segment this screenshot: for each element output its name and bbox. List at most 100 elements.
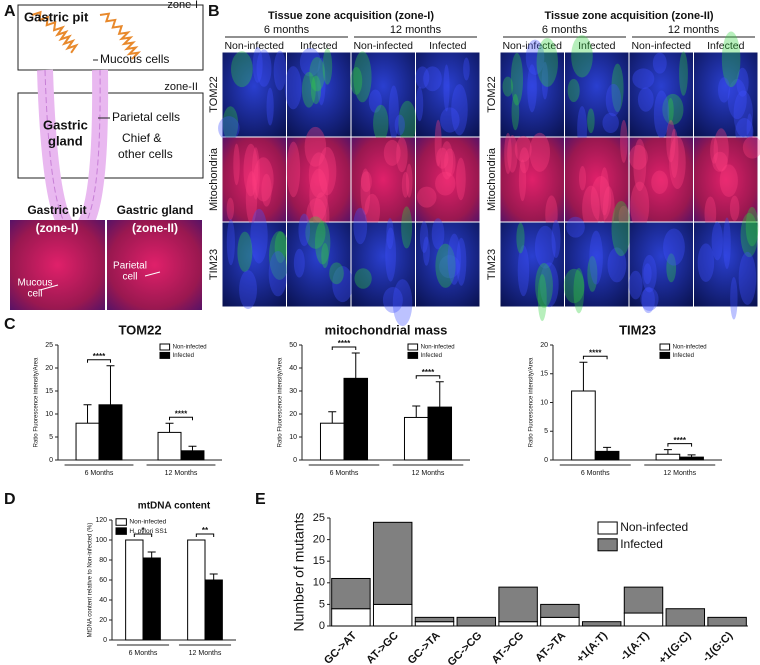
tissue-texture <box>667 97 674 123</box>
y-tick-label: 40 <box>99 597 107 604</box>
tissue-texture <box>415 86 424 122</box>
x-tick-label: GC->CG <box>446 630 485 665</box>
tissue-texture <box>388 85 399 140</box>
image-cell: cell <box>122 272 137 283</box>
bar-segment <box>331 577 371 610</box>
error-bar <box>351 352 360 379</box>
x-tick-label: 12 Months <box>165 470 198 477</box>
bar <box>157 431 182 461</box>
tissue-texture <box>373 104 389 142</box>
panel-label: C <box>4 316 16 333</box>
tissue-texture <box>602 186 615 230</box>
row-label: TIM23 <box>486 249 498 280</box>
legend-label: Non-infected <box>129 519 166 526</box>
tissue-texture <box>652 52 667 74</box>
tissue-texture <box>590 175 612 222</box>
significance-label: **** <box>175 409 188 418</box>
panel-label: D <box>4 491 16 508</box>
micrograph <box>416 52 480 137</box>
significance-bracket <box>667 443 693 447</box>
bar-segment <box>498 621 538 627</box>
condition-label: Non-infected <box>224 40 284 52</box>
tissue-texture <box>415 66 430 89</box>
tissue-texture <box>218 116 240 141</box>
micrograph <box>500 222 564 307</box>
significance-bracket <box>87 359 111 363</box>
bar <box>75 422 100 461</box>
row-label: TIM23 <box>208 249 220 280</box>
bar <box>571 390 596 461</box>
tissue-texture <box>309 56 325 92</box>
tissue-texture <box>666 120 676 163</box>
chart-title: TIM23 <box>619 322 656 337</box>
tissue-texture <box>354 268 372 289</box>
significance-bracket <box>195 533 215 537</box>
tissue-texture <box>233 143 240 186</box>
tissue-texture <box>383 139 401 166</box>
error-bar <box>435 381 444 408</box>
tissue-texture <box>463 57 470 81</box>
tissue-texture <box>525 39 545 76</box>
y-tick-label: 15 <box>313 555 325 567</box>
bar-segment <box>456 616 497 627</box>
tissue-texture <box>243 143 259 197</box>
pointer <box>144 271 161 277</box>
y-axis-label: MtDNA content relative to Non-infected (… <box>88 523 94 638</box>
x-tick-label: AT->TA <box>533 630 568 665</box>
legend-swatch <box>115 527 127 535</box>
tissue-texture <box>629 144 648 170</box>
bar-segment <box>623 586 664 614</box>
y-tick-label: 0 <box>293 457 297 464</box>
bar <box>427 406 453 461</box>
tissue-texture <box>573 267 585 314</box>
tissue-texture <box>669 135 686 190</box>
tissue-texture <box>266 87 274 126</box>
tissue-texture <box>230 51 253 88</box>
x-tick-label: 12 Months <box>663 470 696 477</box>
y-tick-label: 10 <box>45 411 53 418</box>
tissue-texture <box>518 159 527 202</box>
significance-label: **** <box>338 339 351 348</box>
x-tick-label: 6 Months <box>85 470 114 477</box>
tissue-texture <box>226 197 235 221</box>
tissue-texture <box>651 170 669 194</box>
tissue-texture <box>697 243 715 283</box>
image-cell: cell <box>27 289 42 300</box>
micrograph <box>694 222 758 307</box>
y-tick-label: 5 <box>319 598 325 610</box>
tissue-texture <box>620 119 628 163</box>
tissue-texture <box>392 279 413 327</box>
tissue-texture <box>502 76 514 97</box>
tissue-texture <box>733 90 753 138</box>
x-tick-label: 6 Months <box>330 470 359 477</box>
tissue-texture <box>321 243 329 269</box>
image-cell: Mucous <box>17 278 52 289</box>
tissue-texture <box>567 78 580 103</box>
tissue-texture <box>250 208 268 264</box>
tissue-texture <box>632 68 655 89</box>
tissue-texture <box>527 64 537 113</box>
age-label: 12 months <box>668 24 720 36</box>
tissue-texture <box>274 231 287 264</box>
x-tick-label: AT->CG <box>490 630 527 665</box>
bar <box>180 450 205 461</box>
condition-label: Infected <box>429 40 467 52</box>
row-label: Mitochondria <box>208 147 220 211</box>
tissue-texture <box>605 83 622 117</box>
tissue-texture <box>641 286 655 314</box>
tissue-texture <box>353 207 368 245</box>
age-label: 6 months <box>542 24 588 36</box>
zone-label: zone-II <box>164 81 198 93</box>
tissue-texture <box>350 67 363 95</box>
legend-label: Infected <box>421 353 442 359</box>
tissue-texture <box>226 219 235 266</box>
y-tick-label: 10 <box>289 434 297 441</box>
tissue-texture <box>419 221 429 254</box>
y-tick-label: 25 <box>45 342 53 349</box>
tissue-texture <box>261 173 272 207</box>
error-bar <box>165 422 174 433</box>
label: Parietal cells <box>112 110 180 124</box>
tissue-texture <box>398 100 417 144</box>
error-bar <box>663 449 672 455</box>
